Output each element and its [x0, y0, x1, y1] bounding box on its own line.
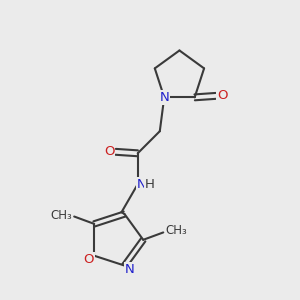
- Text: N: N: [137, 178, 146, 191]
- Text: N: N: [159, 91, 169, 104]
- Text: O: O: [217, 89, 228, 102]
- Text: CH₃: CH₃: [50, 208, 72, 221]
- Text: O: O: [84, 253, 94, 266]
- Text: H: H: [145, 178, 155, 191]
- Text: N: N: [125, 262, 135, 276]
- Text: CH₃: CH₃: [166, 224, 188, 238]
- Text: O: O: [104, 145, 114, 158]
